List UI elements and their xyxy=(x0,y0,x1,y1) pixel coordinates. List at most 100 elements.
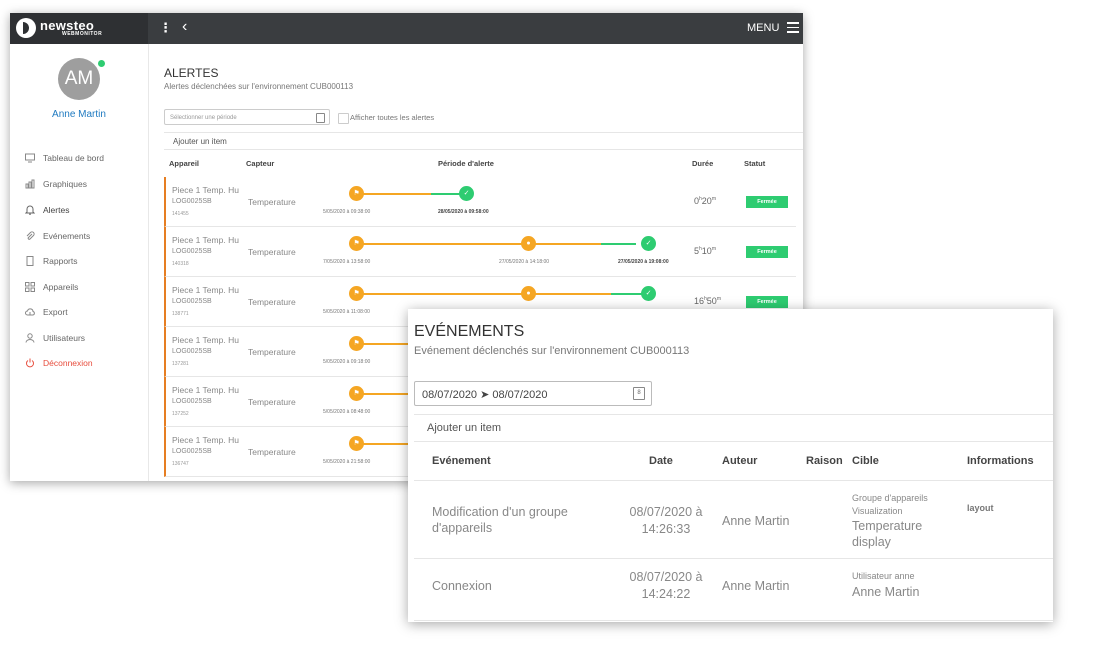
table-row[interactable]: Piece 1 Temp. Hu LOG0025SB 140318 Temper… xyxy=(164,227,796,277)
column-header-sensor[interactable]: Capteur xyxy=(246,159,275,168)
sidebar-item-rapports[interactable]: Rapports xyxy=(25,254,78,268)
bell-icon[interactable]: ● xyxy=(521,236,536,251)
alert-id: 137281 xyxy=(172,361,189,367)
monitor-icon xyxy=(25,153,35,163)
flag-icon[interactable]: ⚑ xyxy=(349,286,364,301)
sensor-name: Temperature xyxy=(248,397,296,407)
sidebar-item-graphiques[interactable]: Graphiques xyxy=(25,177,87,191)
column-header-period[interactable]: Période d'alerte xyxy=(438,159,494,168)
bell-icon xyxy=(25,205,35,215)
page-subtitle: Alertes déclenchées sur l'environnement … xyxy=(164,82,354,91)
check-icon[interactable]: ✓ xyxy=(459,186,474,201)
target-type: Utilisateur anne xyxy=(852,571,915,581)
period-input[interactable]: Sélectionner une période xyxy=(164,109,330,125)
timeline-closed-line xyxy=(611,293,646,295)
page-subtitle: Evénement déclenchés sur l'environnement… xyxy=(414,345,690,357)
duration: 5h10m xyxy=(694,246,716,256)
duration-minutes: 10 xyxy=(701,246,712,256)
check-icon[interactable]: ✓ xyxy=(641,286,656,301)
flag-icon[interactable]: ⚑ xyxy=(349,236,364,251)
start-date: 5/05/2020 à 09:38:00 xyxy=(323,209,371,215)
column-header-event[interactable]: Evénement xyxy=(432,455,491,467)
event-date: 08/07/2020 à xyxy=(629,570,703,584)
avatar[interactable]: AM xyxy=(58,58,100,100)
device-log: LOG0025SB xyxy=(172,398,212,405)
start-date: 5/05/2020 à 21:58:00 xyxy=(323,459,371,465)
start-date: 5/05/2020 à 09:18:00 xyxy=(323,359,371,365)
alertes-window: newsteo WEBMONITOR ⋮ ‹ MENU AM Anne Mart… xyxy=(10,13,803,481)
sidebar-item-alertes[interactable]: Alertes xyxy=(25,203,69,217)
brand-logo[interactable]: newsteo WEBMONITOR xyxy=(10,13,148,44)
check-icon[interactable]: ✓ xyxy=(641,236,656,251)
sidebar-item-export[interactable]: Export xyxy=(25,305,68,319)
column-header-device[interactable]: Appareil xyxy=(169,159,200,168)
device-name: Piece 1 Temp. Hu xyxy=(172,235,239,245)
show-all-label[interactable]: Afficher toutes les alertes xyxy=(350,113,435,122)
sidebar-item-label: Graphiques xyxy=(43,179,87,189)
timeline-active-line xyxy=(356,443,426,445)
column-header-duration[interactable]: Durée xyxy=(692,159,714,168)
device-log: LOG0025SB xyxy=(172,298,212,305)
alert-id: 140318 xyxy=(172,261,189,267)
sensor-name: Temperature xyxy=(248,247,296,257)
sensor-name: Temperature xyxy=(248,447,296,457)
kebab-menu-icon[interactable]: ⋮ xyxy=(159,20,172,35)
brand-name: newsteo xyxy=(40,18,95,33)
column-header-info[interactable]: Informations xyxy=(967,455,1034,467)
status-badge: Fermée xyxy=(746,196,788,208)
date-range-input[interactable]: 08/07/2020 ➤ 08/07/2020 8 xyxy=(414,381,652,406)
user-name[interactable]: Anne Martin xyxy=(52,109,106,120)
sidebar-item-tableau-de-bord[interactable]: Tableau de bord xyxy=(25,151,104,165)
table-row[interactable]: Piece 1 Temp. Hu LOG0025SB 141455 Temper… xyxy=(164,177,796,227)
sidebar-item-deconnexion[interactable]: Déconnexion xyxy=(25,356,93,370)
device-name: Piece 1 Temp. Hu xyxy=(172,185,239,195)
duration-hours: 5 xyxy=(694,246,700,256)
event-time: 14:26:33 xyxy=(641,522,691,536)
power-icon xyxy=(26,358,34,368)
duration-minutes: 50 xyxy=(706,296,717,306)
table-row[interactable]: Modification d'un groupe d'appareils 08/… xyxy=(414,480,1053,559)
duration-minutes: 20 xyxy=(701,196,712,206)
sidebar-item-label: Tableau de bord xyxy=(43,153,104,163)
flag-icon[interactable]: ⚑ xyxy=(349,436,364,451)
sidebar-item-evenements[interactable]: Evénements xyxy=(25,229,90,243)
column-header-target[interactable]: Cible xyxy=(852,455,879,467)
timeline-active-line xyxy=(356,343,426,345)
duration: 0h20m xyxy=(694,196,716,206)
page-title: EVÉNEMENTS xyxy=(414,323,525,340)
column-header-reason[interactable]: Raison xyxy=(806,455,843,467)
calendar-icon[interactable] xyxy=(316,113,325,123)
device-name: Piece 1 Temp. Hu xyxy=(172,335,239,345)
flag-icon[interactable]: ⚑ xyxy=(349,386,364,401)
sidebar-item-utilisateurs[interactable]: Utilisateurs xyxy=(25,331,85,345)
add-item-button[interactable]: Ajouter un item xyxy=(164,132,803,150)
device-name: Piece 1 Temp. Hu xyxy=(172,385,239,395)
alert-id: 141455 xyxy=(172,211,189,217)
duration-hours: 0 xyxy=(694,196,700,206)
mid-date: 27/05/2020 à 14:18:00 xyxy=(499,259,550,265)
add-item-button[interactable]: Ajouter un item xyxy=(414,414,1053,442)
target-name: Anne Martin xyxy=(852,585,920,599)
sidebar: AM Anne Martin Tableau de bord Graphique… xyxy=(10,44,149,481)
hamburger-icon[interactable] xyxy=(787,22,799,36)
bell-icon[interactable]: ● xyxy=(521,286,536,301)
column-header-author[interactable]: Auteur xyxy=(722,455,758,467)
device-log: LOG0025SB xyxy=(172,448,212,455)
calendar-icon[interactable]: 8 xyxy=(633,387,645,400)
table-row[interactable]: Connexion 08/07/2020 à 14:24:22 Anne Mar… xyxy=(414,559,1053,621)
alert-id: 136747 xyxy=(172,461,189,467)
device-name: Piece 1 Temp. Hu xyxy=(172,435,239,445)
menu-label[interactable]: MENU xyxy=(747,22,780,34)
start-date: 7/05/2020 à 13:58:00 xyxy=(323,259,371,265)
sidebar-item-appareils[interactable]: Appareils xyxy=(25,280,78,294)
column-header-date[interactable]: Date xyxy=(649,455,673,467)
newsteo-logo-icon xyxy=(16,18,36,38)
start-date: 5/05/2020 à 11:08:00 xyxy=(323,309,370,315)
flag-icon[interactable]: ⚑ xyxy=(349,336,364,351)
column-header-status[interactable]: Statut xyxy=(744,159,766,168)
device-log: LOG0025SB xyxy=(172,348,212,355)
show-all-checkbox[interactable] xyxy=(338,113,349,124)
chevron-left-icon[interactable]: ‹ xyxy=(182,18,188,35)
user-icon xyxy=(25,333,35,343)
flag-icon[interactable]: ⚑ xyxy=(349,186,364,201)
